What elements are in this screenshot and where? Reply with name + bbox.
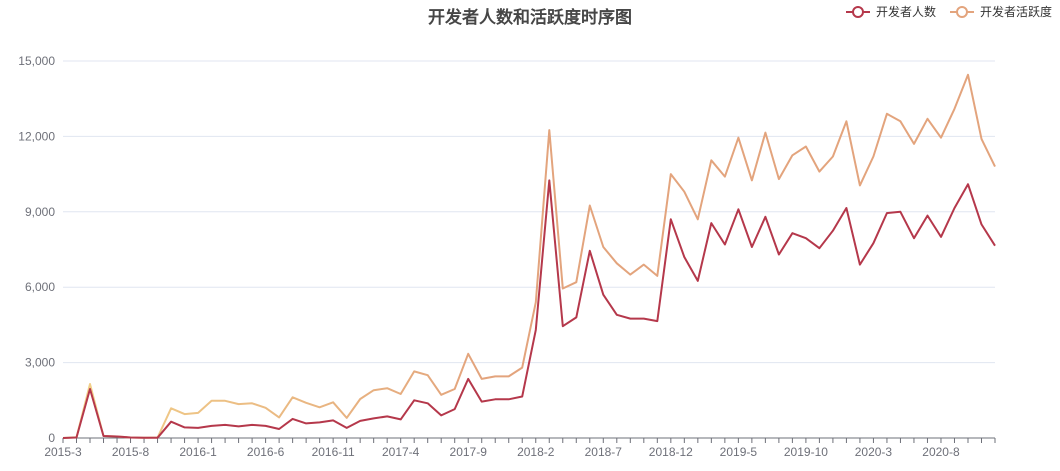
y-tick-label: 12,000 [18,129,55,143]
legend: 开发者人数 开发者活跃度 [845,3,1052,20]
series-line-developers [62,179,996,439]
y-tick-label: 9,000 [25,205,55,219]
x-tick-label: 2016-6 [247,445,285,459]
legend-line-icon [845,5,870,18]
legend-label-activity: 开发者活跃度 [979,5,1052,19]
x-tick-label: 2017-4 [382,445,420,459]
y-tick-label: 15,000 [18,54,55,68]
y-tick-label: 0 [48,431,55,445]
series-line-activity [62,73,996,439]
x-tick-label: 2018-2 [517,445,555,459]
x-tick-label: 2017-9 [450,445,488,459]
legend-item-developers[interactable]: 开发者人数 [845,3,936,20]
legend-item-activity[interactable]: 开发者活跃度 [949,3,1052,20]
legend-label-developers: 开发者人数 [875,5,936,19]
axes: 0 3,000 6,000 9,000 12,000 15,000 2015-3 2015-8… [18,54,996,459]
x-tick-label: 2016-11 [312,445,355,459]
x-tick-label: 2018-12 [649,445,693,459]
y-tick-label: 3,000 [25,356,55,370]
x-tick-label: 2016-1 [179,445,217,459]
chart-title: 开发者人数和活跃度时序图 [428,8,632,27]
x-tick-label: 2019-5 [720,445,758,459]
x-tick-label: 2015-8 [112,445,150,459]
x-tick-label: 2018-7 [585,445,623,459]
x-tick-label: 2015-3 [44,445,82,459]
series [62,73,996,439]
y-tick-label: 6,000 [25,280,55,294]
legend-line-icon [949,5,974,18]
x-tick-label: 2020-8 [922,445,960,459]
grid [63,60,995,364]
x-tick-label: 2019-10 [784,445,828,459]
x-tick-label: 2020-3 [855,445,893,459]
